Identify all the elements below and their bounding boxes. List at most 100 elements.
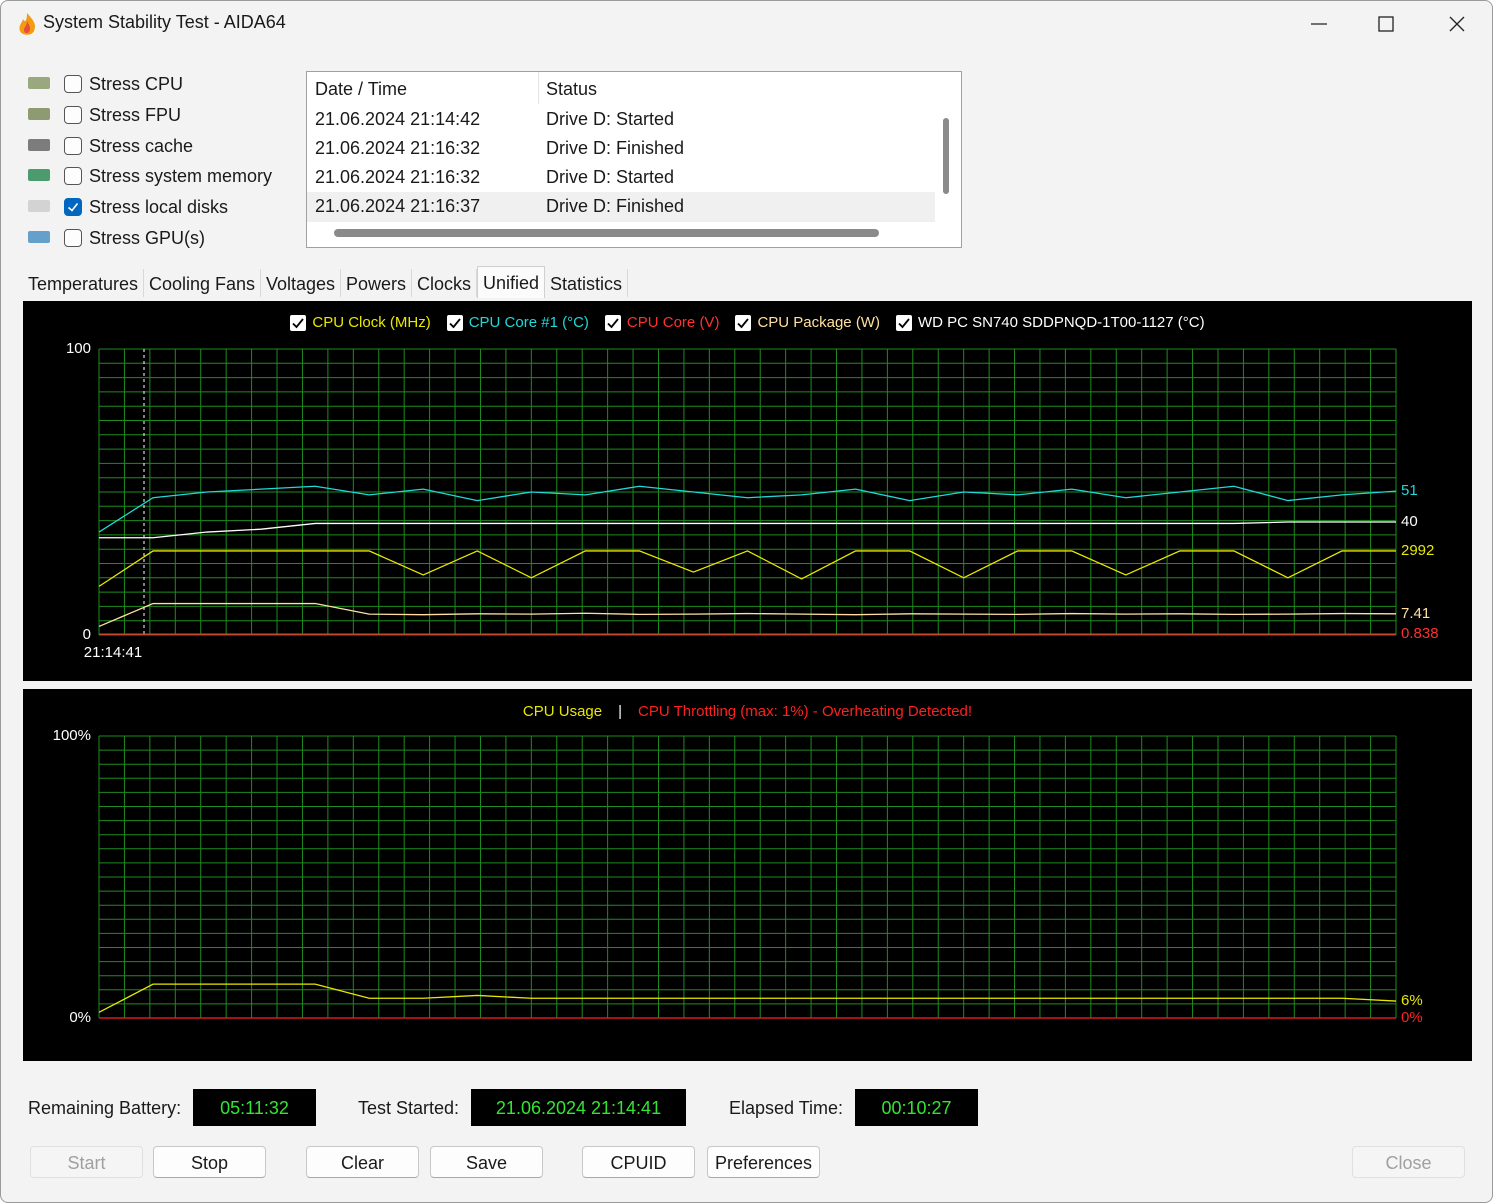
log-cell: Drive D: Started xyxy=(546,167,675,187)
status-label: Remaining Battery: xyxy=(28,1098,182,1118)
graph-bottom-panel: 100% 0% 6% 0% CPU Usage | CPU Throttling (max… xyxy=(23,689,1472,1061)
legend-label: CPU Package (W) xyxy=(757,314,880,331)
graph-bottom-legend: CPU Usage | CPU Throttling (max: 1%) - Ove… xyxy=(23,703,1472,720)
status-label: Test Started: xyxy=(358,1098,460,1118)
log-cell: Drive D: Finished xyxy=(546,196,685,216)
option-label: Stress GPU(s) xyxy=(89,228,206,248)
series-readout: 51 xyxy=(1401,482,1418,499)
app-icon xyxy=(19,13,36,35)
tab[interactable]: Clocks xyxy=(412,269,478,297)
option-label: Stress CPU xyxy=(89,74,184,94)
legend-checkbox[interactable] xyxy=(895,314,912,331)
button[interactable]: Preferences xyxy=(707,1146,820,1178)
series-readout: 0% xyxy=(1401,1009,1423,1026)
checkbox[interactable] xyxy=(64,75,82,93)
button: Close xyxy=(1352,1146,1465,1178)
option-icon xyxy=(28,169,50,182)
legend-label: CPU Core #1 (°C) xyxy=(468,314,589,331)
legend-label: CPU Core (V) xyxy=(626,314,720,331)
tab[interactable]: Powers xyxy=(341,269,413,297)
option-icon xyxy=(28,200,50,213)
button[interactable]: Stop xyxy=(153,1146,266,1178)
selected-row[interactable] xyxy=(307,192,935,222)
y-axis-label: 0% xyxy=(69,1009,91,1026)
check-mark xyxy=(449,317,461,328)
series-line xyxy=(98,602,1397,628)
y-axis-label: 100 xyxy=(66,340,91,357)
legend-item[interactable]: CPU Package (W) xyxy=(735,314,880,331)
graph-top: 100 021:14:41 2992 51 0.838 7.41 40 xyxy=(66,340,1439,661)
tab[interactable]: Cooling Fans xyxy=(144,269,262,297)
series-readout: 2992 xyxy=(1401,542,1434,559)
tab[interactable]: Temperatures xyxy=(23,269,145,297)
legend-label: CPU Usage xyxy=(522,703,603,720)
series-readout: 7.41 xyxy=(1401,605,1430,622)
tab[interactable]: Statistics xyxy=(545,269,629,297)
check-mark xyxy=(737,317,750,328)
row-divider[interactable] xyxy=(307,163,935,193)
window-controls xyxy=(1311,16,1465,32)
check-mark xyxy=(607,317,619,328)
legend-item[interactable]: WD PC SN740 SDDPNQD-1T00-1127 (°C) xyxy=(895,314,1205,331)
legend-item[interactable]: CPU Core #1 (°C) xyxy=(446,314,589,331)
graph-top-legend: CPU Clock (MHz) CPU Core #1 (°C) CPU Core … xyxy=(23,314,1472,331)
log-table: Date / Time Status 21.06.2024 21:14:42 Driv… xyxy=(306,71,962,248)
checkbox[interactable] xyxy=(64,105,82,124)
close-window-button[interactable] xyxy=(1449,16,1465,32)
log-cell: 21.06.2024 21:16:37 xyxy=(315,196,481,216)
check-mark xyxy=(898,317,910,328)
button[interactable]: CPUID xyxy=(582,1146,695,1178)
legend-checkbox[interactable] xyxy=(290,314,307,331)
series-readout: 0.838 xyxy=(1401,625,1439,642)
column-header[interactable]: Date / Time xyxy=(315,79,408,99)
legend-item: CPU Throttling (max: 1%) - Overheating D… xyxy=(638,703,972,720)
y-axis-label: 0 xyxy=(83,626,91,643)
status-label: Elapsed Time: xyxy=(729,1098,844,1118)
check-mark xyxy=(67,203,79,212)
status-value: 00:10:27 xyxy=(855,1089,978,1126)
log-cell: Drive D: Finished xyxy=(546,138,685,158)
checkbox[interactable] xyxy=(64,198,82,217)
legend-checkbox[interactable] xyxy=(446,314,463,331)
tab[interactable]: Voltages xyxy=(261,269,342,297)
horizontal-scrollbar-thumb[interactable] xyxy=(334,229,879,237)
legend-label: WD PC SN740 SDDPNQD-1T00-1127 (°C) xyxy=(917,314,1205,331)
log-cell: 21.06.2024 21:16:32 xyxy=(315,138,481,158)
legend-item[interactable]: CPU Core (V) xyxy=(604,314,720,331)
series-line xyxy=(98,550,1396,587)
column-header[interactable]: Status xyxy=(546,79,598,99)
option-label: Stress cache xyxy=(89,135,194,156)
legend-checkbox[interactable] xyxy=(735,314,752,331)
button[interactable]: Save xyxy=(430,1146,543,1178)
option-label: Stress local disks xyxy=(89,197,229,218)
button[interactable]: Clear xyxy=(306,1146,419,1178)
legend-checkbox[interactable] xyxy=(604,314,621,331)
y-axis-label: 100% xyxy=(53,727,91,744)
status-value: 05:11:32 xyxy=(193,1089,316,1126)
option-label: Stress system memory xyxy=(89,166,273,187)
x-axis-label: 21:14:41 xyxy=(84,644,142,661)
option-icon xyxy=(28,77,50,89)
vertical-scrollbar-thumb[interactable] xyxy=(943,118,949,194)
check-mark xyxy=(292,317,305,328)
status-value: 21.06.2024 21:14:41 xyxy=(471,1089,686,1126)
maximize-button[interactable] xyxy=(1378,16,1394,32)
graph-bottom: 100%0%6%0% xyxy=(53,727,1423,1026)
legend-separator: | xyxy=(618,703,623,720)
tab[interactable]: Unified xyxy=(477,266,546,298)
series-line xyxy=(98,983,1397,1013)
legend-item: CPU Usage xyxy=(523,703,602,720)
window-title: System Stability Test - AIDA64 xyxy=(43,12,286,32)
checkbox[interactable] xyxy=(64,136,82,155)
checkbox[interactable] xyxy=(64,229,82,247)
log-cell: Drive D: Started xyxy=(546,109,675,129)
column-divider xyxy=(538,72,539,104)
checkbox[interactable] xyxy=(64,167,82,186)
legend-item[interactable]: CPU Clock (MHz) xyxy=(290,314,431,331)
series-readout: 40 xyxy=(1401,513,1418,530)
option-label: Stress FPU xyxy=(89,104,182,125)
legend-label: CPU Throttling (max: 1%) - Overheating D… xyxy=(638,703,973,720)
log-cell: 21.06.2024 21:16:32 xyxy=(315,167,481,187)
option-icon xyxy=(28,138,50,151)
